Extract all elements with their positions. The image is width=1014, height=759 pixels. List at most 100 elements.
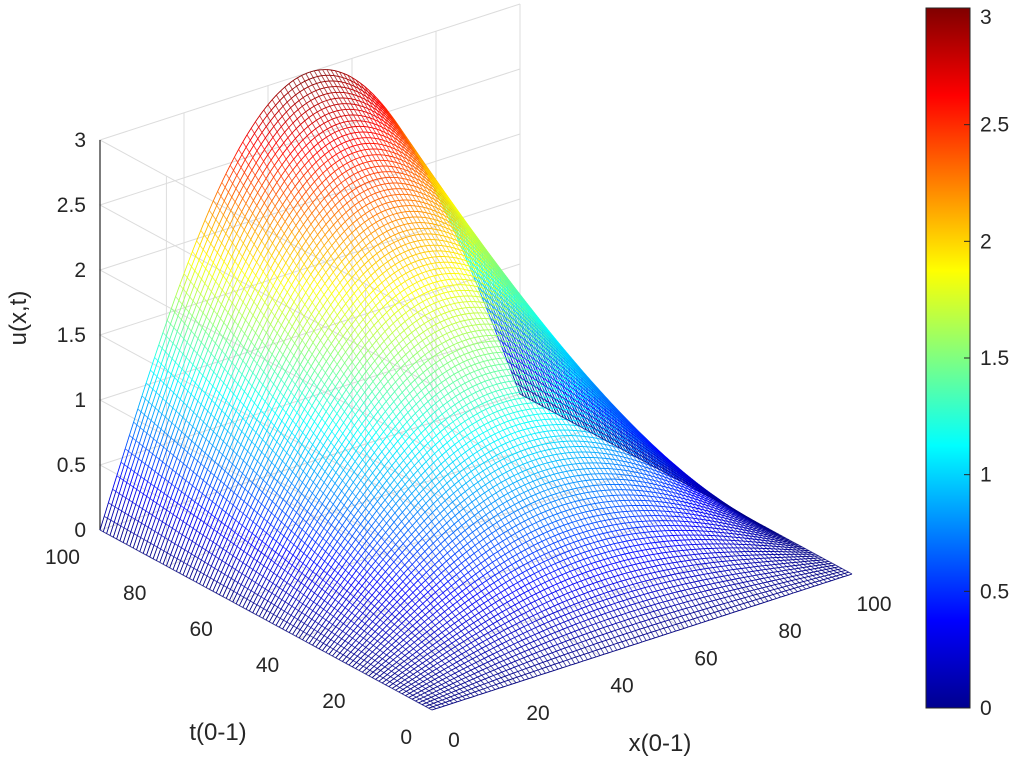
mesh-t-line [338, 473, 760, 660]
mesh-x-line [154, 357, 487, 693]
mesh-x-line [192, 251, 525, 681]
colorbar-tick-label: 1 [980, 464, 992, 487]
z-tick-label: 2 [74, 259, 86, 282]
mesh-t-line [418, 566, 839, 704]
mesh-x-line [171, 308, 504, 688]
mesh-x-line [309, 71, 643, 643]
y-tick-label: 40 [256, 654, 279, 677]
mesh-x-line [259, 115, 592, 659]
z-tick-label: 0.5 [57, 454, 86, 477]
mesh-x-line [322, 69, 655, 639]
colorbar-tick-label: 3 [980, 6, 992, 29]
z-tick-label: 0 [74, 519, 86, 542]
mesh-t-line [318, 440, 740, 650]
y-tick-label: 20 [322, 690, 345, 713]
mesh-x-line [238, 149, 571, 666]
mesh-x-line [187, 262, 521, 682]
mesh-x-line [141, 395, 475, 697]
mesh-x-line [418, 159, 752, 607]
mesh-t-line [401, 557, 823, 695]
mesh-x-line [339, 71, 672, 633]
colorbar-tick-label: 2 [980, 230, 992, 253]
mesh-x-line [99, 529, 433, 711]
mesh-x-line [208, 210, 542, 675]
mesh-t-line [385, 543, 806, 686]
x-axis-label: x(0-1) [629, 730, 692, 757]
mesh-x-line [175, 296, 508, 686]
mesh-x-line [108, 502, 441, 708]
mesh-x-line [217, 191, 550, 673]
mesh-x-line [158, 344, 492, 692]
mesh-x-line [431, 183, 765, 603]
mesh-x-line [183, 273, 517, 684]
mesh-x-line [129, 435, 462, 701]
mesh-x-line [124, 448, 458, 703]
mesh-t-line [335, 467, 756, 659]
mesh-x-line [221, 182, 555, 671]
mesh-x-line [112, 488, 445, 707]
mesh-x-line [162, 332, 496, 690]
mesh-x-line [276, 94, 609, 654]
mesh-x-line [250, 127, 584, 662]
y-tick-label: 100 [45, 546, 80, 569]
mesh-t-line [355, 499, 776, 669]
x-tick-label: 40 [610, 675, 633, 698]
y-tick-label: 80 [123, 582, 146, 605]
x-tick-label: 80 [778, 620, 801, 643]
mesh-x-line [255, 121, 588, 660]
colorbar-tick-label: 0.5 [980, 580, 1009, 603]
mesh-t-line [431, 573, 853, 711]
mesh-x-line [150, 369, 483, 695]
mesh-x-line [103, 516, 437, 709]
mesh-t-line [361, 510, 783, 673]
mesh-x-line [145, 382, 479, 696]
mesh-t-line [405, 559, 826, 696]
mesh-t-line [408, 560, 829, 698]
x-tick-label: 60 [694, 647, 717, 670]
mesh-x-line [355, 79, 689, 628]
colorbar-tick-label: 2.5 [980, 114, 1009, 137]
mesh-x-line [263, 109, 597, 658]
mesh-x-line [229, 165, 563, 669]
mesh-x-line [330, 69, 664, 636]
mesh-x-line [284, 86, 618, 651]
mesh-x-line [313, 70, 647, 641]
mesh-x-line [292, 80, 626, 648]
mesh-x-line [318, 69, 651, 640]
mesh-x-line [343, 73, 676, 632]
x-tick-label: 20 [526, 702, 549, 725]
mesh-t-line [245, 318, 667, 610]
colorbar [925, 7, 971, 709]
mesh-x-line [334, 70, 668, 635]
mesh-t-line [152, 159, 574, 559]
mesh-t-line [421, 568, 843, 706]
z-tick-label: 1 [74, 389, 86, 412]
mesh-x-line [179, 284, 513, 685]
mesh-x-line [200, 230, 534, 678]
axis-ticks: 0 0.5 1 1.5 2 2.5 3 0 20 40 60 80 100 0 20 40 60 80 100 [45, 129, 892, 752]
mesh-t-line [378, 534, 799, 682]
mesh-x-line [137, 408, 471, 699]
mesh-x-line [166, 320, 500, 689]
mesh-x-line [515, 382, 849, 576]
mesh-x-line [196, 240, 529, 679]
mesh-x-line [116, 475, 450, 705]
grid-line [98, 328, 521, 646]
x-tick-label: 0 [448, 729, 460, 752]
mesh-t-line [371, 525, 793, 678]
mesh-t-line [391, 551, 813, 689]
x-tick-label: 100 [856, 593, 891, 616]
z-tick-label: 2.5 [57, 194, 86, 217]
colorbar-tick-label: 1.5 [980, 347, 1009, 370]
colorbar-tick-label: 0 [980, 697, 992, 720]
y-axis-label: t(0-1) [189, 719, 246, 746]
z-axis-label: u(x,t) [5, 291, 32, 346]
mesh-x-line [519, 393, 853, 575]
mesh-x-line [120, 461, 454, 704]
mesh-x-line [326, 69, 660, 637]
mesh-x-line [213, 200, 546, 674]
mesh-x-line [234, 156, 567, 667]
mesh-t-line [428, 571, 849, 709]
mesh-t-line [415, 564, 836, 702]
y-tick-label: 60 [189, 618, 212, 641]
